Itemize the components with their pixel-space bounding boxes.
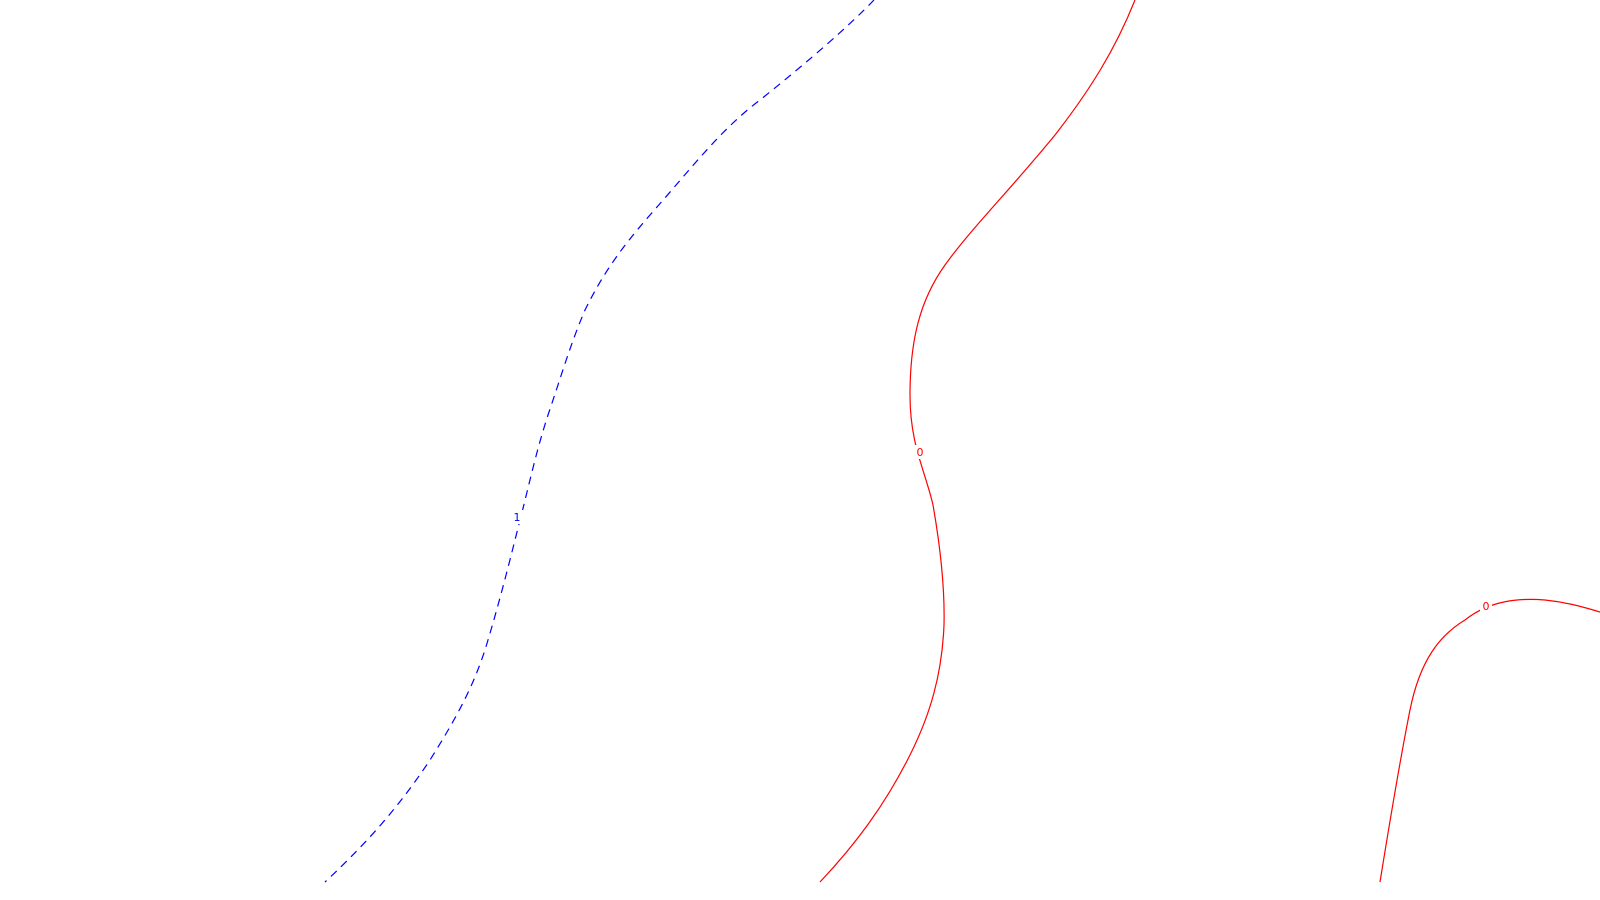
contour-line-red-right bbox=[1379, 598, 1600, 883]
contour-label-bg bbox=[914, 445, 926, 459]
contour-label-blue: 1 bbox=[514, 511, 521, 524]
contour-label-bg bbox=[1480, 599, 1492, 613]
contour-label-red-right: 0 bbox=[1483, 600, 1490, 613]
contour-label-bg bbox=[511, 510, 523, 524]
contour-line-red-main bbox=[819, 0, 1136, 883]
contour-line-blue-dashed bbox=[324, 0, 875, 883]
contour-label-red-main: 0 bbox=[917, 446, 924, 459]
